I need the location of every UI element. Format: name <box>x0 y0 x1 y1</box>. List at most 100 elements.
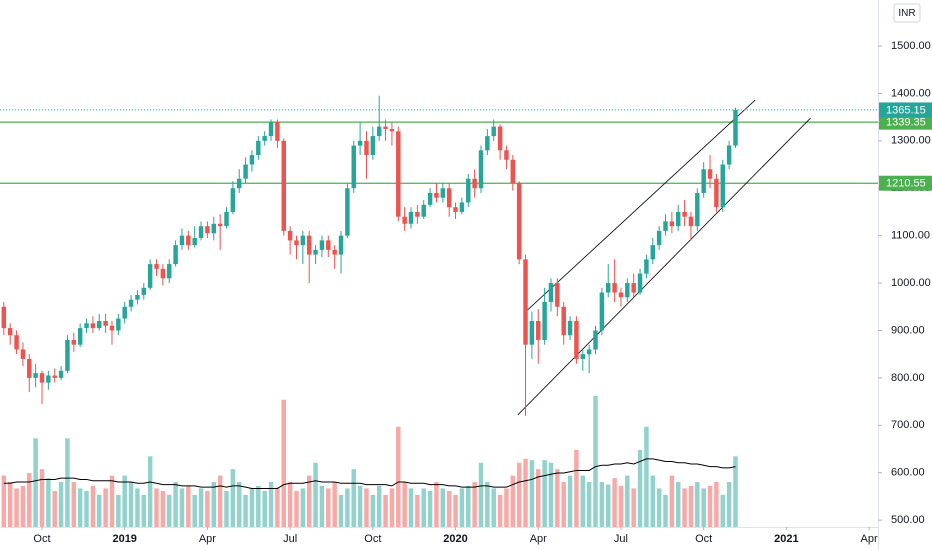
candle-body <box>167 264 172 279</box>
volume-bar <box>256 485 261 527</box>
volume-bar <box>504 488 509 527</box>
volume-bar <box>631 488 636 527</box>
volume-bar <box>128 482 134 527</box>
volume-bar <box>52 491 57 527</box>
candle-body <box>313 249 318 255</box>
candle-body <box>478 150 484 189</box>
volume-bar <box>618 485 624 527</box>
volume-bar <box>173 482 178 527</box>
price-label-bg <box>879 114 932 130</box>
candle-body <box>249 155 255 165</box>
volume-bar <box>39 469 45 527</box>
candle-body <box>561 306 566 336</box>
candle-body <box>20 349 26 359</box>
volume-bar <box>707 485 713 527</box>
candle-body <box>46 375 51 383</box>
volume-bar <box>84 491 89 527</box>
candle-body <box>548 283 554 303</box>
volume-bar <box>58 482 64 527</box>
candle-body <box>224 211 229 227</box>
volume-bar <box>675 482 681 527</box>
candle-body <box>580 354 586 359</box>
candle-body <box>675 211 681 227</box>
candle-body <box>625 283 630 298</box>
volume-bar <box>574 449 579 527</box>
price-axis: 500.00 600.00 700.00 800.00 900.00 1000.00 110… <box>878 40 932 526</box>
candle-body <box>644 259 649 274</box>
candle-body <box>612 283 617 293</box>
candle-body <box>211 223 217 234</box>
volume-bar <box>103 488 108 527</box>
volume-bar <box>688 485 694 527</box>
candle-body <box>733 109 738 146</box>
candle-body <box>485 136 490 151</box>
volume-bar <box>555 469 560 527</box>
volume-bar <box>459 488 465 527</box>
candle-body <box>71 339 77 345</box>
volume-bar <box>90 485 96 527</box>
candle-body <box>192 238 197 246</box>
volume-bar <box>593 395 598 527</box>
candle-body <box>682 211 687 217</box>
volume-bar <box>396 426 401 527</box>
volume-bar <box>160 491 166 527</box>
volume-bar <box>179 488 185 527</box>
candle-body <box>287 230 293 241</box>
volume-bar <box>7 482 13 527</box>
volume-bar <box>217 475 223 527</box>
volume-bar <box>376 485 382 527</box>
volume-bar <box>650 475 656 527</box>
volume-bar <box>122 475 127 527</box>
volume-bar <box>249 488 255 527</box>
currency-label[interactable]: INR <box>898 8 915 19</box>
volume-bar <box>154 488 159 527</box>
price-label-bg <box>879 175 932 191</box>
candle-body <box>459 202 465 212</box>
volume-bar <box>440 488 446 527</box>
candle-body <box>319 240 325 250</box>
volume-bar <box>332 482 337 527</box>
trend-line <box>527 99 756 311</box>
volume-bar <box>472 482 477 527</box>
candle-body <box>415 211 420 217</box>
currency-box[interactable] <box>893 3 921 23</box>
candle-body <box>147 264 153 288</box>
candle-body <box>383 126 388 129</box>
volume-bar <box>714 482 719 527</box>
candle-body <box>345 188 350 236</box>
y-tick-label: 500.00 <box>891 514 925 526</box>
candle-body <box>39 373 45 383</box>
volume-bar <box>580 475 586 527</box>
volume-bar <box>275 488 280 527</box>
volume-bar <box>33 438 38 527</box>
candle-body <box>205 226 210 234</box>
candle-body <box>7 328 13 336</box>
candle-body <box>376 126 382 137</box>
volume-bar <box>71 482 77 527</box>
volume-bar <box>205 491 210 527</box>
candle-body <box>542 302 547 340</box>
candle-body <box>536 320 541 340</box>
candle-body <box>472 178 477 189</box>
y-tick-label: 700.00 <box>891 419 925 431</box>
x-tick-label: Apr <box>199 533 216 545</box>
x-tick-label: Apr <box>861 533 878 545</box>
x-tick-label: Oct <box>33 533 50 545</box>
candle-body <box>650 245 656 260</box>
volume-bar <box>116 494 121 527</box>
candle-body <box>103 320 108 326</box>
candle-body <box>338 235 344 255</box>
candle-body <box>84 323 89 329</box>
candle-body <box>656 230 662 246</box>
volume-bar <box>663 494 668 527</box>
candle-body <box>256 140 261 156</box>
volume-bar <box>733 456 738 527</box>
candle-body <box>243 164 248 179</box>
candle-body <box>370 136 376 156</box>
candle-body <box>497 126 503 151</box>
x-tick-label: Oct <box>364 533 381 545</box>
volume-bar <box>408 488 414 527</box>
candle-body <box>294 240 299 246</box>
candle-body <box>586 349 592 355</box>
volume-bar <box>669 475 675 527</box>
